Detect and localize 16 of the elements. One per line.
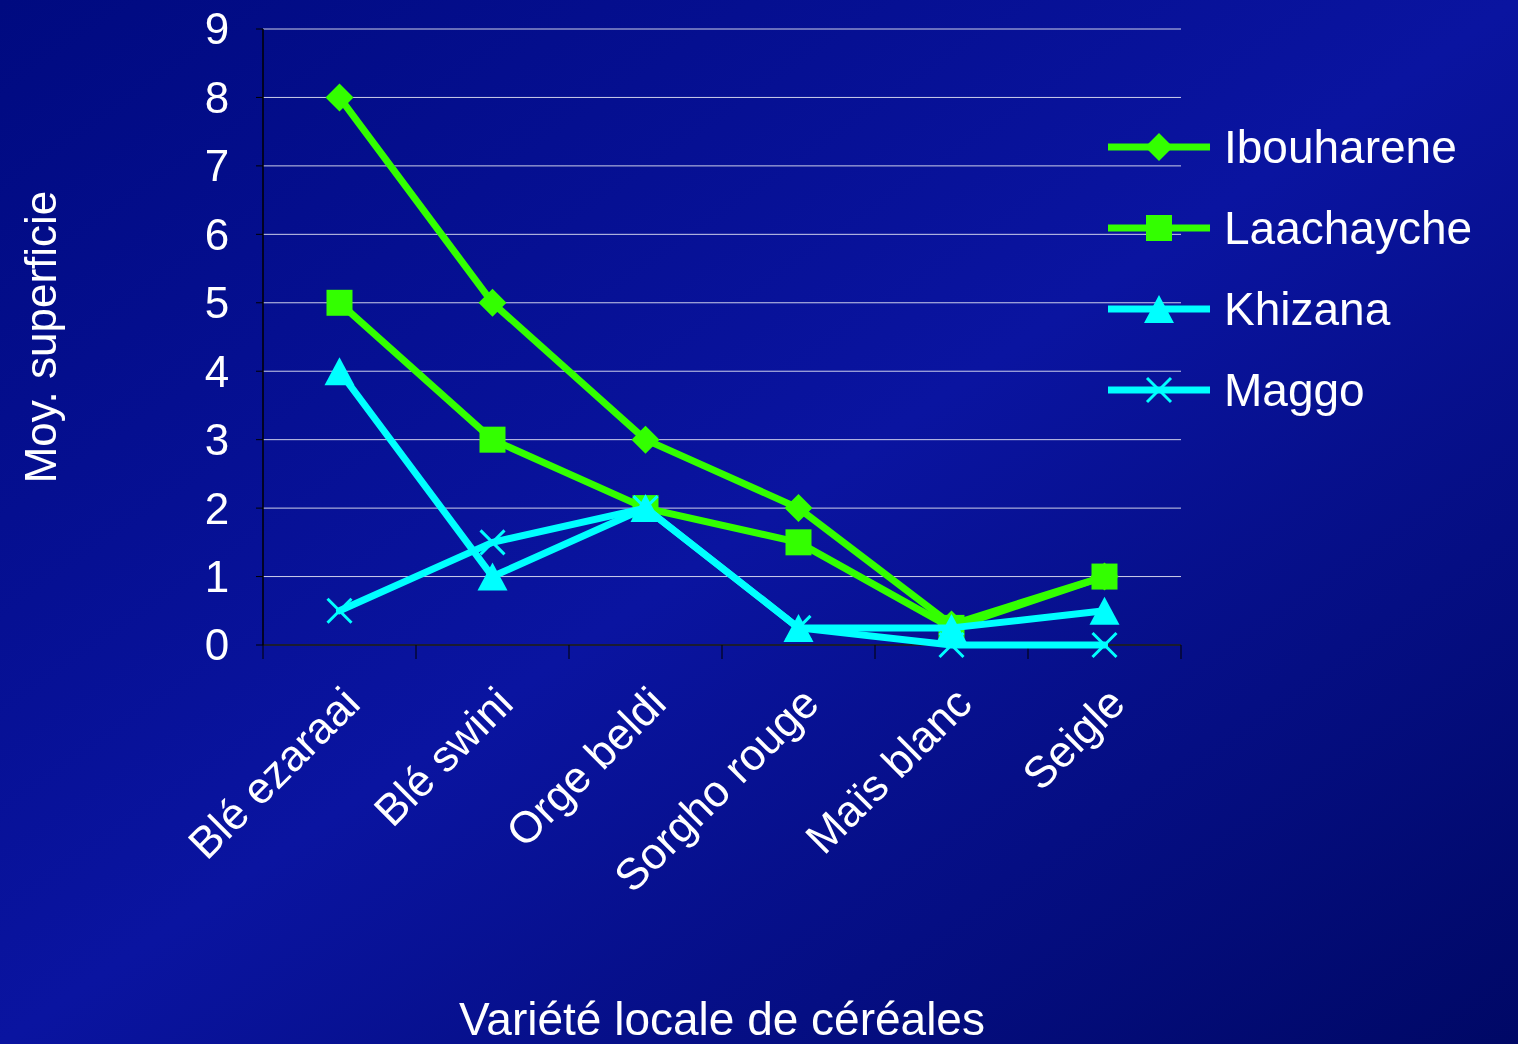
- y-tick-label: 3: [204, 415, 230, 465]
- y-tick-label: 5: [204, 278, 230, 328]
- y-tick-label: 6: [204, 209, 230, 259]
- legend-label: Maggo: [1224, 364, 1365, 417]
- legend-label: Ibouharene: [1224, 121, 1457, 174]
- legend-label: Khizana: [1224, 283, 1391, 336]
- y-tick-label: 0: [204, 620, 230, 670]
- y-tick-label: 7: [204, 141, 230, 191]
- y-axis-title: Moy. superficie: [16, 190, 65, 484]
- y-tick-label: 2: [204, 483, 230, 533]
- y-tick-label: 4: [204, 346, 230, 396]
- legend-label: Laachayche: [1224, 202, 1473, 255]
- x-axis-title: Variété locale de céréales: [459, 993, 985, 1044]
- y-tick-label: 1: [204, 551, 230, 601]
- y-tick-label: 8: [204, 72, 230, 122]
- y-tick-label: 9: [204, 4, 230, 54]
